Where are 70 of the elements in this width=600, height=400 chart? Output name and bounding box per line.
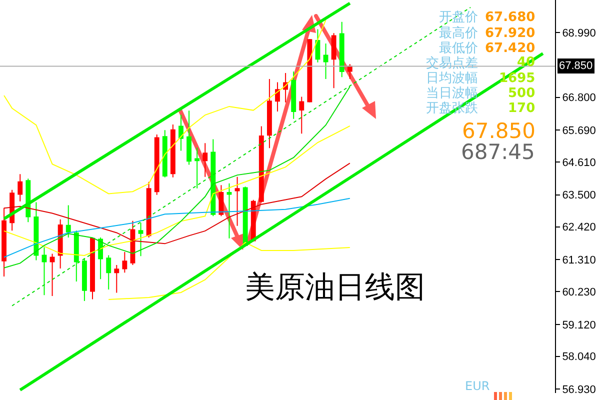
candlestick — [315, 28, 320, 63]
annotation: 日均波幅 — [426, 71, 478, 86]
candlestick — [275, 82, 280, 112]
candlestick — [42, 246, 47, 296]
ref-line-label: 67.850 — [559, 60, 593, 72]
annotation: 170 — [508, 101, 536, 116]
candlestick — [154, 134, 160, 196]
candlestick — [202, 142, 208, 178]
annotation: EUR — [465, 379, 490, 393]
y-tick-label: 66.800 — [562, 92, 596, 104]
text: 美原油日线图 — [245, 270, 425, 305]
candlestick — [323, 42, 328, 80]
candlestick — [170, 124, 176, 178]
candlestick — [291, 71, 296, 120]
candlestick — [347, 64, 352, 80]
annotation: 67.680 — [485, 10, 536, 25]
candlestick — [331, 32, 336, 89]
candlestick — [210, 138, 216, 217]
candlestick — [146, 181, 152, 238]
candlestick — [339, 21, 344, 78]
y-tick-label: 62.420 — [562, 222, 596, 234]
candlestick — [74, 230, 79, 282]
y-tick-label: 65.690 — [562, 124, 596, 137]
y-tick-label: 61.310 — [562, 254, 596, 266]
candlestick — [114, 264, 120, 294]
y-tick-label: 63.500 — [562, 190, 596, 202]
candlestick — [18, 174, 23, 202]
y-tick-label: 68.990 — [562, 27, 596, 40]
y-tick-label: 60.230 — [562, 286, 596, 298]
annotation: 当日波幅 — [426, 86, 478, 101]
candlestick — [194, 147, 200, 189]
candlestick — [242, 186, 248, 247]
annotation: 最高价 — [439, 25, 478, 41]
annotation: 687:45 — [461, 140, 535, 164]
line-series — [4, 20, 326, 194]
candlestick — [58, 218, 63, 270]
candlestick — [226, 182, 232, 239]
candlestick — [186, 110, 192, 166]
candlestick — [283, 72, 288, 103]
y-tick-label: 56.930 — [562, 384, 596, 396]
annotation: 最低价 — [439, 41, 478, 56]
candlestick — [218, 184, 224, 217]
annotation: 开盘价 — [439, 10, 478, 25]
annotation: 67.850 — [462, 119, 536, 143]
candlestick — [162, 130, 168, 178]
y-tick-label: 64.610 — [562, 156, 596, 169]
candlestick — [82, 258, 87, 302]
candlestick — [258, 126, 264, 203]
candlestick — [90, 236, 95, 300]
candlestick — [138, 222, 144, 257]
annotation: 67.920 — [485, 26, 536, 41]
candlestick — [34, 202, 39, 261]
annotation: 500 — [508, 86, 536, 101]
candlestick — [66, 204, 71, 238]
y-tick-label: 58.040 — [562, 351, 596, 364]
y-tick-label: 59.120 — [562, 319, 596, 332]
candlestick — [2, 207, 6, 277]
candlestick — [266, 78, 272, 149]
candlestick — [50, 253, 55, 297]
candlestick — [106, 254, 112, 290]
line-series — [4, 162, 350, 244]
candlestick — [234, 176, 240, 226]
annotation: 67.420 — [485, 41, 536, 56]
line-series — [4, 198, 350, 258]
candlestick — [98, 236, 104, 280]
candlestick — [178, 114, 184, 152]
candlestick — [307, 38, 312, 103]
candlestick — [299, 96, 304, 134]
line-series — [4, 125, 350, 256]
candlestick — [122, 251, 128, 274]
